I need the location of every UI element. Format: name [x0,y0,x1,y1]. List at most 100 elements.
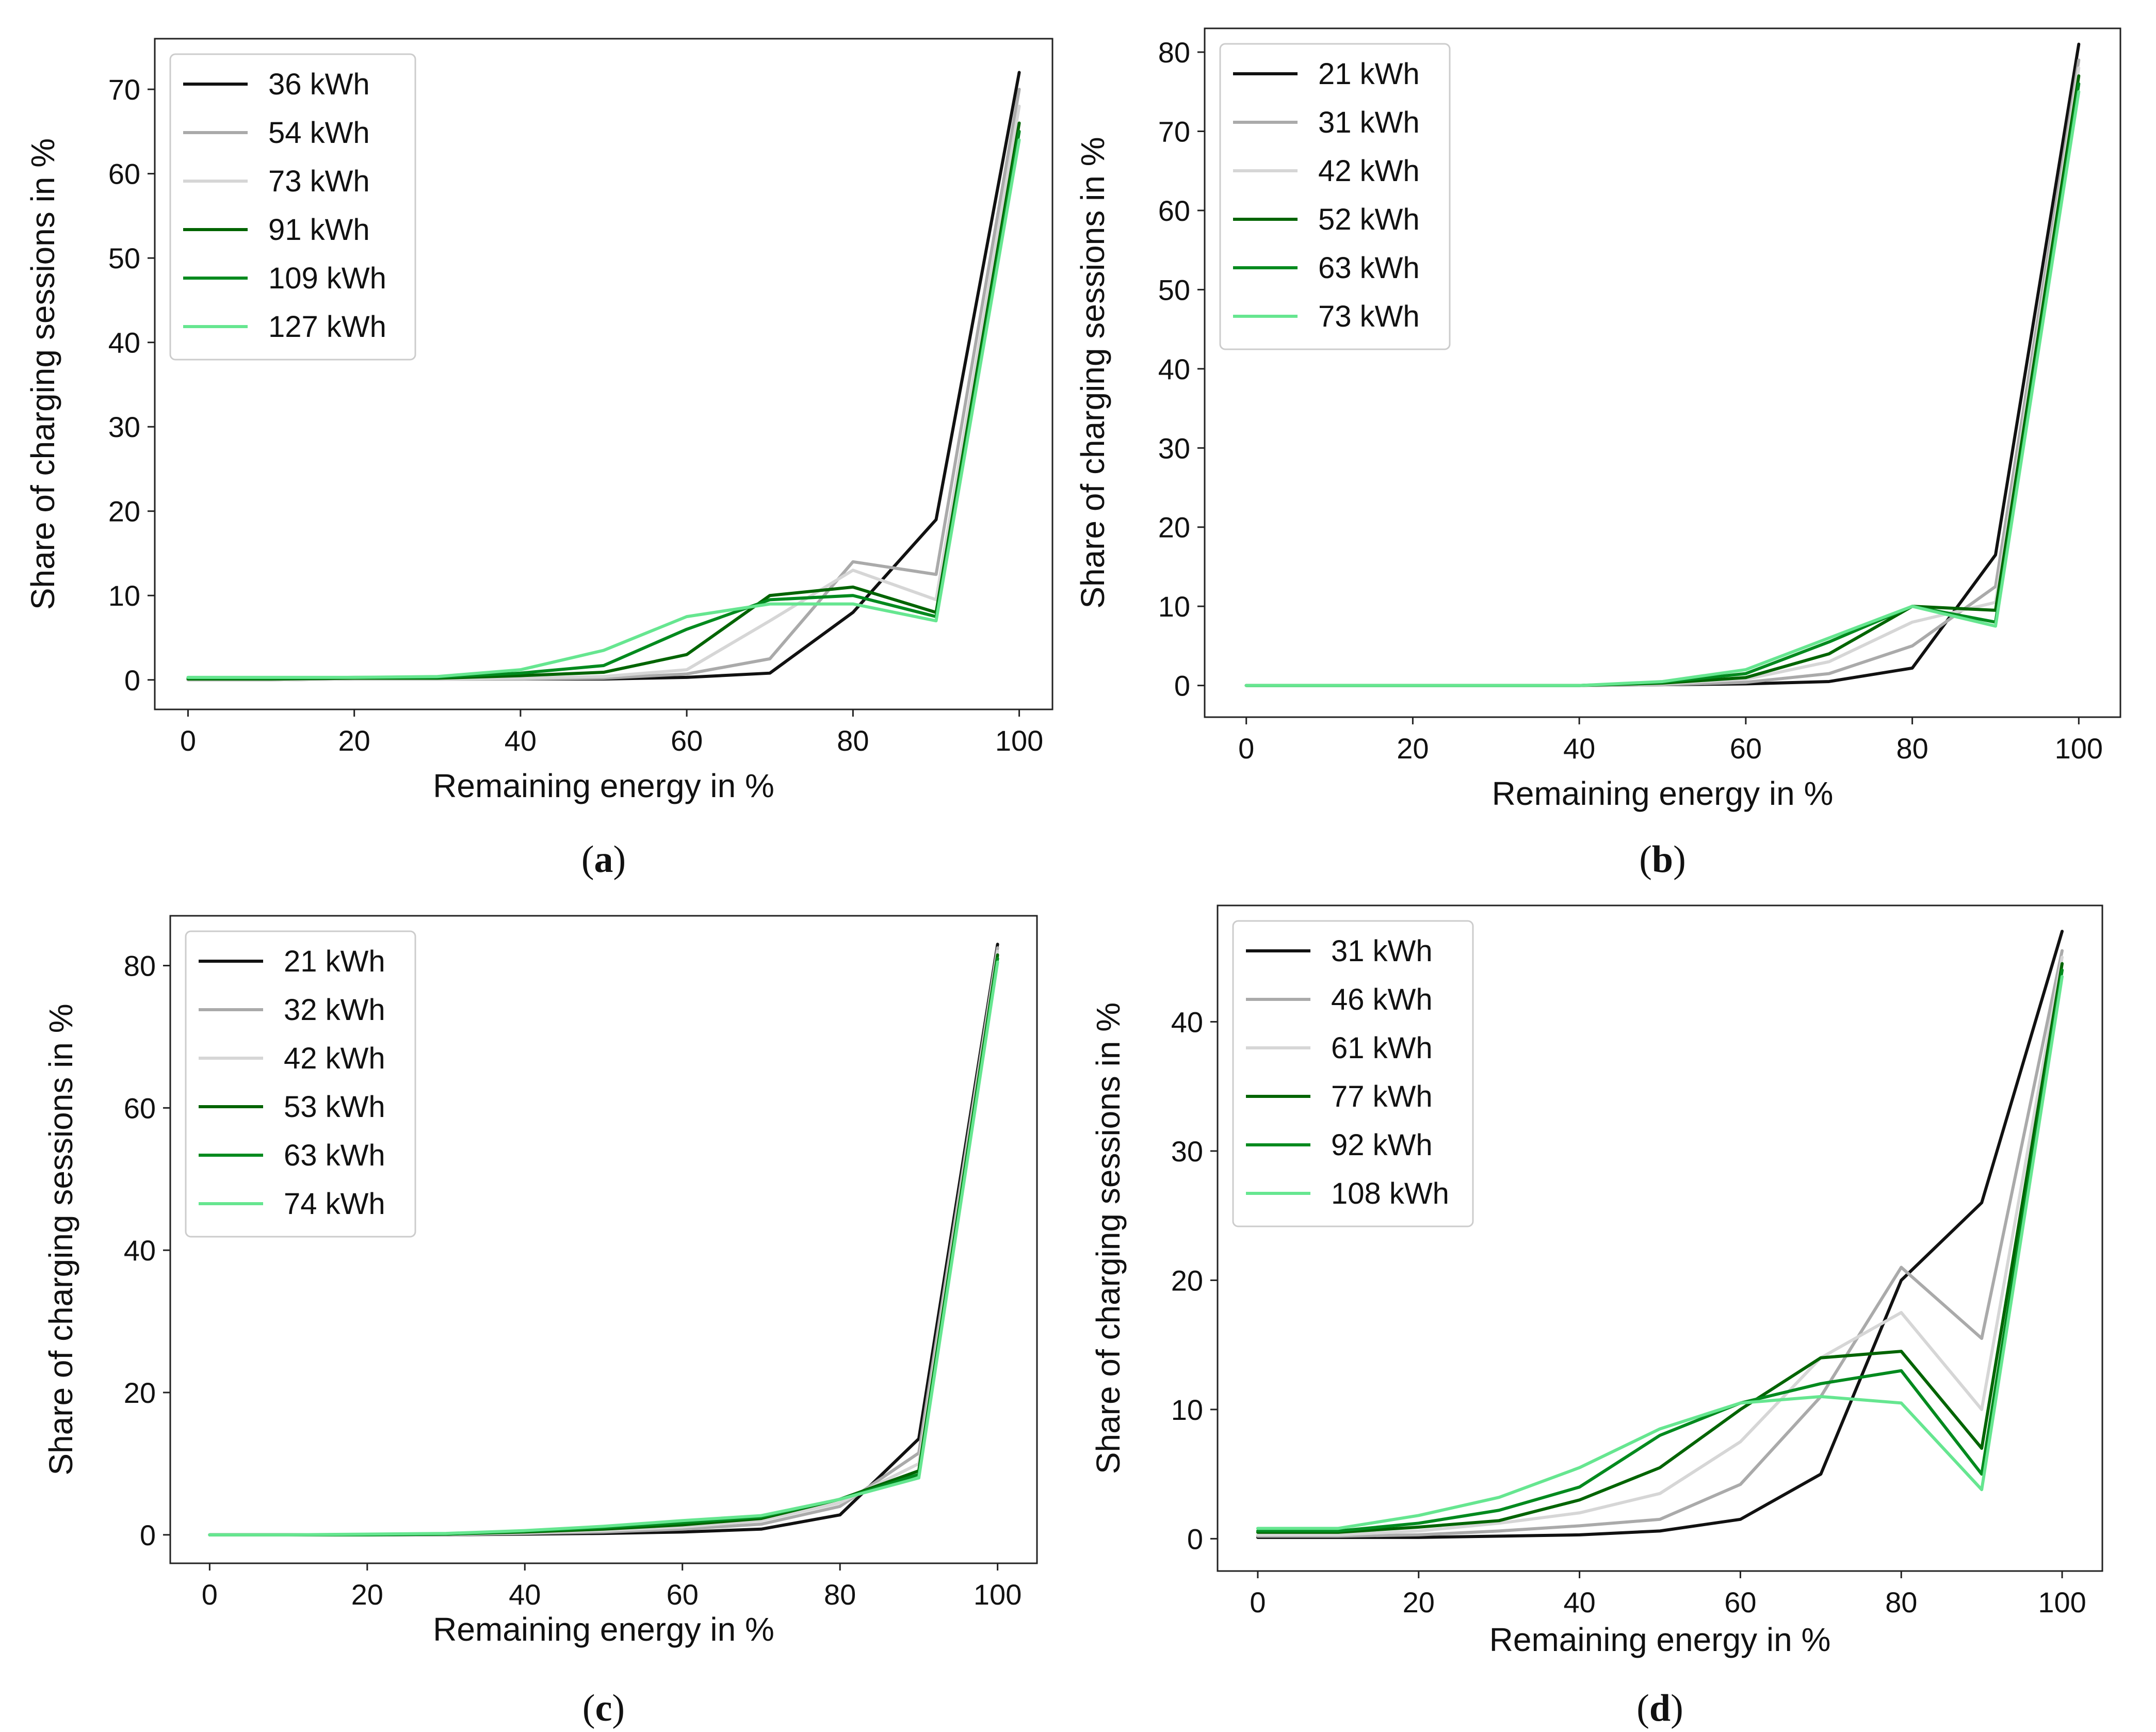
x-axis-label: Remaining energy in % [433,767,774,804]
panel-caption: (a) [581,838,626,881]
panel-caption: (b) [1639,838,1685,881]
x-tick-label: 100 [2055,732,2103,765]
x-tick-label: 80 [824,1578,856,1611]
y-tick-label: 30 [1158,432,1190,464]
x-axis-label: Remaining energy in % [1489,1621,1831,1658]
legend-entry-label: 21 kWh [284,945,385,978]
y-tick-label: 40 [124,1234,156,1267]
legend-box [169,53,416,361]
legend-entry-label: 31 kWh [1331,934,1433,968]
legend: 21 kWh 32 kWh 42 kWh 53 kWh 63 kWh 74 kWh [185,930,416,1238]
series-line-92-kwh [1256,968,2064,1533]
legend-entry-label: 73 kWh [1318,300,1420,333]
series-line-77-kwh [1256,962,2064,1534]
y-tick-label: 0 [140,1519,156,1551]
legend-entry-label: 63 kWh [1318,251,1420,285]
y-tick-label: 30 [108,411,140,443]
x-tick-label: 60 [667,1578,699,1611]
legend-entry-label: 54 kWh [268,116,370,150]
chart-panel-b: 0 20 40 60 80 100 0 10 20 30 40 50 60 70 80 Remaining e… [1074,27,2121,881]
x-tick-label: 60 [1730,732,1762,765]
legend-entry-label: 63 kWh [284,1139,385,1172]
x-tick-label: 60 [671,724,703,757]
y-tick-label: 80 [1158,36,1190,69]
legend-entry-label: 36 kWh [268,68,370,101]
y-tick-label: 50 [108,242,140,274]
legend-entry-label: 32 kWh [284,993,385,1027]
plot-frame [1204,27,2121,718]
x-tick-label: 100 [995,724,1043,757]
legend-entry-label: 109 kWh [268,262,386,295]
y-tick-label: 0 [1174,670,1190,702]
legend-entry-label: 77 kWh [1331,1080,1433,1113]
x-tick-label: 0 [1238,732,1254,765]
x-tick-label: 20 [338,724,370,757]
legend-entry-label: 74 kWh [284,1187,385,1221]
y-tick-label: 80 [124,950,156,982]
y-tick-label: 50 [1158,273,1190,306]
x-tick-label: 0 [180,724,196,757]
y-tick-label: 60 [1158,195,1190,227]
x-tick-label: 0 [202,1578,218,1611]
y-tick-label: 10 [1171,1394,1203,1426]
series-line-73-kwh [1244,90,2081,687]
y-tick-label: 20 [1171,1264,1203,1297]
y-tick-label: 60 [108,158,140,190]
legend-entry-label: 42 kWh [284,1042,385,1075]
legend-box [1219,43,1451,350]
x-tick-label: 0 [1250,1586,1266,1618]
legend: 36 kWh 54 kWh 73 kWh 91 kWh 109 kWh 127 kWh [169,53,416,361]
chart-panel-c: 0 20 40 60 80 100 0 20 40 60 80 Remaining energy in… [42,915,1038,1729]
x-axis-label: Remaining energy in % [433,1611,774,1648]
y-tick-label: 70 [1158,115,1190,148]
x-tick-label: 100 [2038,1586,2086,1618]
legend-entry-label: 108 kWh [1331,1177,1449,1210]
legend-entry-label: 127 kWh [268,310,386,344]
legend: 31 kWh 46 kWh 61 kWh 77 kWh 92 kWh 108 kWh [1232,920,1474,1227]
x-axis-label: Remaining energy in % [1492,775,1834,812]
legend-box [1232,920,1474,1227]
panel-caption: (c) [582,1687,625,1729]
y-tick-label: 20 [124,1377,156,1409]
x-tick-label: 20 [1397,732,1429,765]
y-tick-label: 0 [1187,1523,1203,1555]
x-tick-label: 40 [505,724,537,757]
x-tick-label: 40 [1563,732,1595,765]
plot-frame [154,38,1053,710]
legend-entry-label: 53 kWh [284,1090,385,1124]
y-tick-label: 20 [108,495,140,528]
series-line-31-kwh [1256,930,2064,1539]
legend-entry-label: 91 kWh [268,213,370,247]
series-line-127-kwh [186,138,1021,679]
legend-entry-label: 52 kWh [1318,203,1420,236]
x-tick-label: 40 [509,1578,541,1611]
y-tick-label: 30 [1171,1135,1203,1168]
x-tick-label: 80 [1896,732,1928,765]
chart-panel-a: 0 20 40 60 80 100 0 10 20 30 40 50 60 70 Remaining ene… [24,38,1053,881]
y-tick-label: 10 [108,579,140,612]
x-tick-label: 20 [1403,1586,1435,1618]
y-tick-label: 0 [124,664,140,697]
legend-entry-label: 46 kWh [1331,983,1433,1016]
legend: 21 kWh 31 kWh 42 kWh 52 kWh 63 kWh 73 kWh [1219,43,1451,350]
series-line-74-kwh [208,960,999,1536]
legend-entry-label: 92 kWh [1331,1128,1433,1162]
plot-frame [1217,904,2103,1572]
y-tick-label: 40 [108,327,140,359]
legend-entry-label: 42 kWh [1318,154,1420,188]
panel-caption: (d) [1636,1687,1683,1729]
series-line-46-kwh [1256,949,2064,1538]
legend-entry-label: 31 kWh [1318,106,1420,139]
x-tick-label: 20 [351,1578,383,1611]
plot-frame [169,915,1038,1564]
y-tick-label: 40 [1158,353,1190,385]
y-axis-label: Share of charging sessions in % [1090,1002,1127,1474]
y-tick-label: 10 [1158,590,1190,623]
series-line-108-kwh [1256,975,2064,1530]
y-tick-label: 60 [124,1092,156,1124]
y-tick-label: 40 [1171,1006,1203,1038]
x-tick-label: 80 [1885,1586,1917,1618]
x-tick-label: 60 [1724,1586,1756,1618]
series-line-61-kwh [1256,956,2064,1536]
